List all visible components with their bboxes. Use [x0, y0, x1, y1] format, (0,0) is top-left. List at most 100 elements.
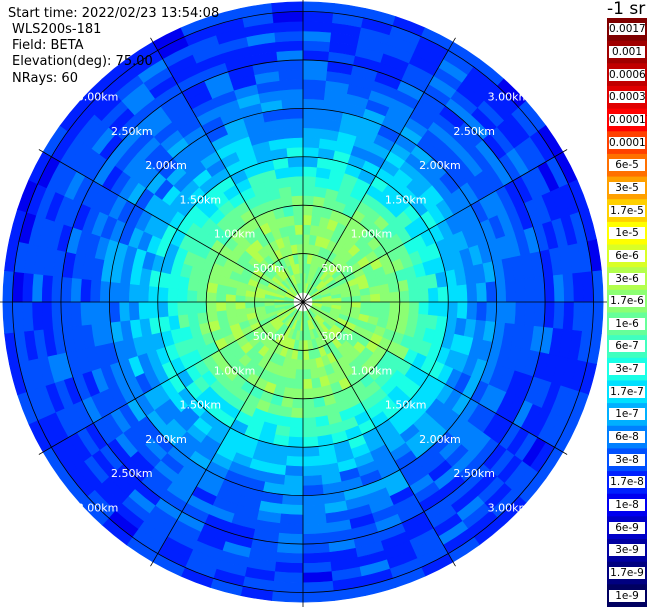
beta-cell — [288, 426, 304, 438]
range-ring-labels: 500m 500m 500m 500m 1.00km 1.00km 1.00km 1.00km… — [77, 91, 529, 515]
colorbar-label: 3e-6 — [609, 272, 645, 285]
colorbar-label: 6e-7 — [609, 340, 645, 353]
beta-cell — [302, 98, 325, 110]
beta-cell — [167, 287, 179, 303]
beta-cell — [296, 243, 304, 255]
beta-cell — [437, 286, 449, 303]
beta-cell — [504, 301, 517, 325]
range-ring-label: 3.00km — [488, 501, 530, 514]
beta-cell — [118, 282, 130, 303]
site-name-text: WLS200s-181 — [12, 22, 102, 37]
beta-cell — [302, 69, 328, 81]
beta-cell — [302, 11, 334, 24]
beta-cell — [389, 291, 401, 303]
beta-cell — [138, 284, 150, 303]
beta-cell — [302, 214, 313, 226]
beta-cell — [302, 146, 320, 158]
colorbar-label: 0.00017 — [609, 113, 647, 126]
beta-cell — [302, 475, 323, 487]
beta-cell — [41, 301, 53, 330]
beta-cell — [302, 340, 309, 351]
beta-cell — [157, 301, 169, 318]
colorbar-label: 0.001 — [609, 45, 645, 58]
beta-cell — [581, 271, 594, 303]
beta-cell — [302, 388, 314, 400]
azimuth-spoke — [302, 37, 456, 303]
beta-cell — [277, 59, 304, 72]
beta-cell — [485, 281, 497, 303]
beta-cell — [70, 277, 82, 303]
beta-cell — [286, 446, 304, 458]
beta-cell — [291, 195, 304, 207]
beta-cell — [302, 117, 323, 129]
beta-cell — [254, 301, 265, 308]
beta-cell — [302, 503, 326, 516]
beta-cell — [205, 291, 217, 303]
beta-cell — [302, 513, 327, 525]
beta-cell — [284, 215, 296, 227]
beta-cell — [196, 301, 208, 314]
beta-cell — [99, 280, 111, 303]
beta-cell — [216, 309, 228, 321]
range-ring-label: 1.50km — [385, 193, 427, 206]
beta-cell — [418, 288, 430, 303]
beta-cell — [12, 301, 25, 333]
range-ring-label: 1.00km — [351, 228, 393, 241]
range-ring-label: 2.00km — [145, 159, 187, 172]
beta-cell — [287, 436, 304, 448]
beta-cell — [290, 407, 304, 419]
beta-cell — [234, 301, 246, 310]
beta-cell — [302, 175, 317, 187]
beta-cell — [186, 301, 198, 315]
beta-cell — [284, 465, 304, 477]
beta-cell — [186, 289, 198, 303]
beta-cell — [294, 224, 304, 235]
beta-cell — [147, 301, 159, 319]
beta-cell — [274, 30, 304, 43]
colorbar-label: 3e-8 — [609, 453, 645, 466]
colorbar-label: 1.7e-8 — [609, 476, 645, 489]
beta-cell — [31, 301, 44, 331]
beta-cell — [302, 330, 308, 342]
beta-cell — [284, 127, 304, 139]
beta-cell — [275, 552, 304, 564]
beta-cell — [302, 455, 321, 467]
beta-cell — [302, 436, 319, 448]
range-ring-label: 3.00km — [77, 91, 119, 104]
beta-cell — [341, 296, 352, 303]
beta-cell — [370, 301, 381, 311]
beta-cell — [466, 301, 478, 321]
colorbar-label: 3e-9 — [609, 544, 645, 557]
beta-cell — [476, 301, 488, 322]
beta-cell — [282, 205, 295, 218]
beta-cell — [553, 301, 565, 330]
azimuth-spoke — [150, 301, 304, 567]
beta-cell — [456, 284, 468, 303]
beta-cell — [274, 561, 304, 574]
beta-cell — [147, 285, 159, 303]
beta-cell — [279, 513, 304, 525]
start-time-text: Start time: 2022/02/23 13:54:08 — [8, 6, 220, 21]
range-ring-label: 500m — [321, 262, 353, 275]
beta-cell — [379, 301, 391, 312]
beta-cell — [302, 349, 310, 361]
azimuth-spoke — [302, 301, 456, 567]
beta-cell — [279, 79, 304, 91]
range-ring-label: 1.00km — [214, 364, 256, 377]
beta-cell — [41, 274, 53, 303]
beta-cell — [302, 465, 322, 477]
colorbar-label: 1.7e-6 — [609, 295, 645, 308]
beta-cell — [302, 580, 334, 593]
beta-cell — [176, 288, 188, 303]
beta-cell — [302, 127, 322, 139]
beta-cell — [282, 484, 304, 496]
beta-cell — [302, 30, 332, 43]
colorbar-label: 1.7e-9 — [609, 567, 645, 580]
beta-cell — [408, 289, 420, 303]
beta-cell — [278, 69, 304, 81]
beta-cell — [128, 301, 140, 321]
beta-cell — [196, 290, 208, 303]
beta-cell — [533, 301, 546, 328]
beta-cell — [283, 117, 304, 129]
range-ring-label: 500m — [253, 262, 285, 275]
